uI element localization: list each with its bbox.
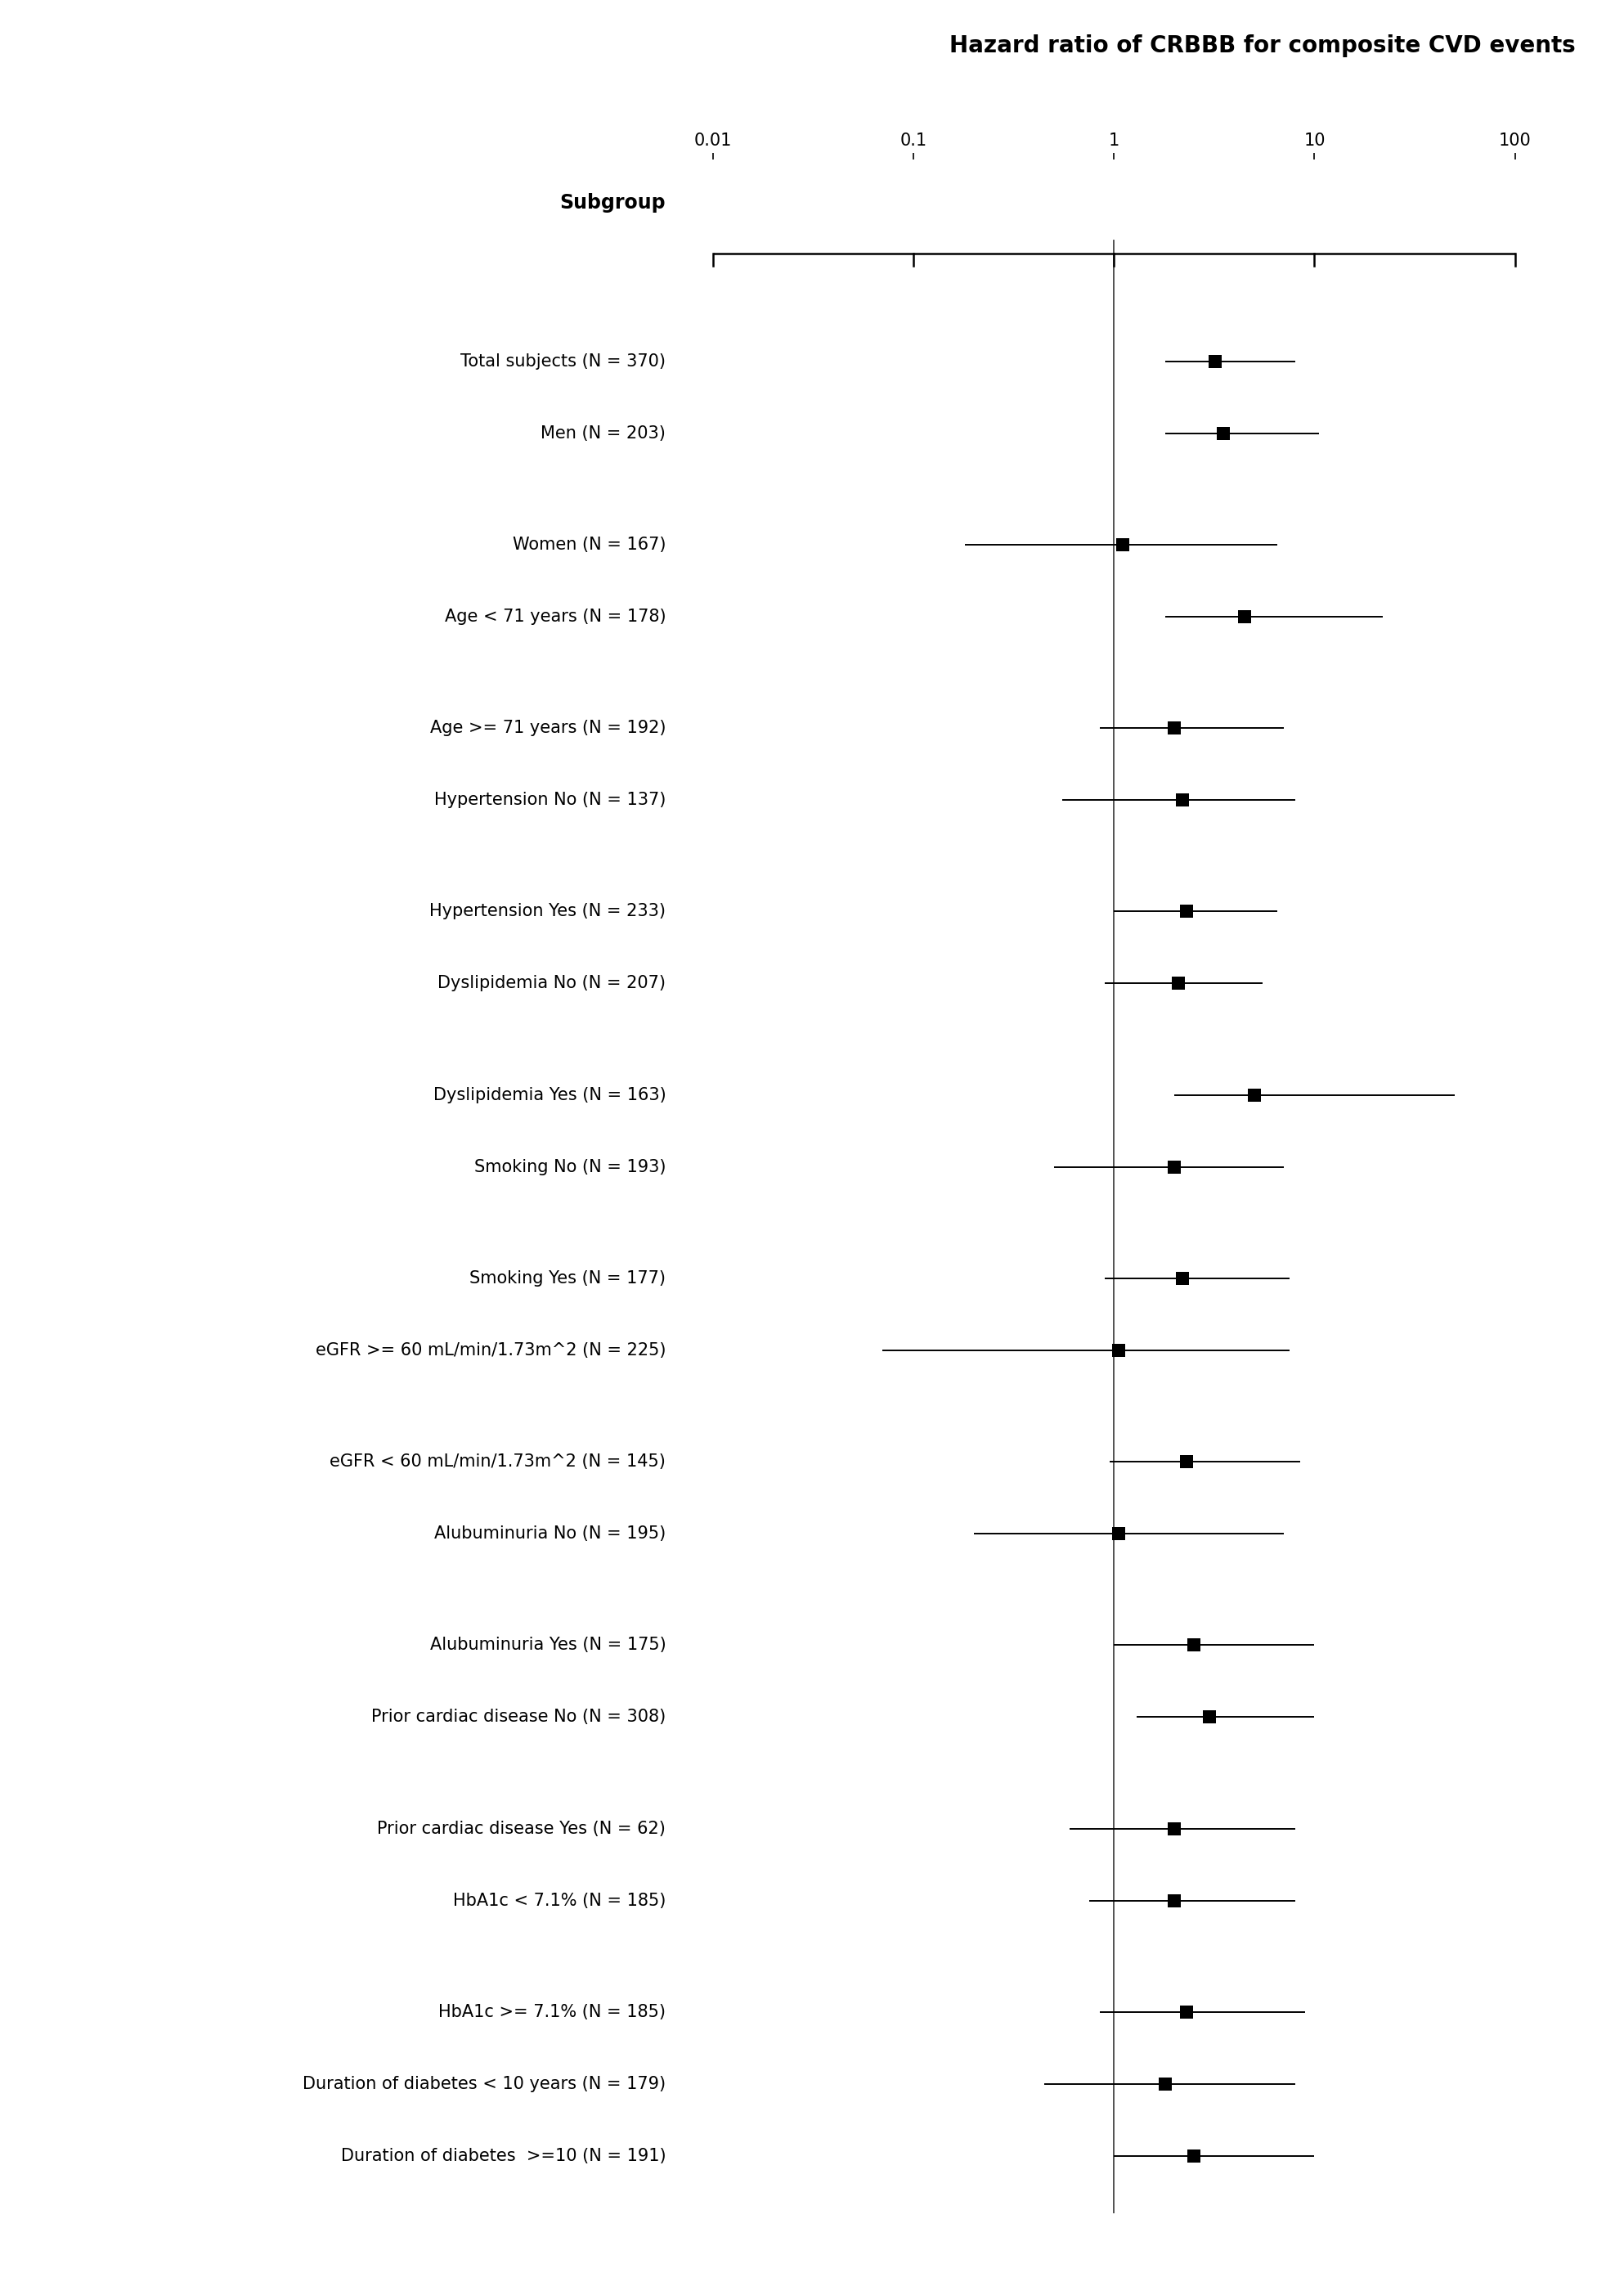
- Text: HbA1c >= 7.1% (N = 185): HbA1c >= 7.1% (N = 185): [438, 2004, 666, 2020]
- Point: [1166, 965, 1192, 1002]
- Text: Hypertension No (N = 137): Hypertension No (N = 137): [434, 792, 666, 808]
- Text: HbA1c < 7.1% (N = 185): HbA1c < 7.1% (N = 185): [453, 1892, 666, 1908]
- Point: [1169, 783, 1195, 819]
- Text: Men (N = 203): Men (N = 203): [541, 424, 666, 440]
- Text: Hazard ratio of CRBBB for composite CVD events: Hazard ratio of CRBBB for composite CVD …: [948, 34, 1575, 57]
- Text: Smoking Yes (N = 177): Smoking Yes (N = 177): [469, 1271, 666, 1287]
- Text: eGFR < 60 mL/min/1.73m^2 (N = 145): eGFR < 60 mL/min/1.73m^2 (N = 145): [330, 1454, 666, 1470]
- Text: Age < 71 years (N = 178): Age < 71 years (N = 178): [445, 609, 666, 625]
- Text: Hypertension Yes (N = 233): Hypertension Yes (N = 233): [429, 904, 666, 920]
- Text: Dyslipidemia No (N = 207): Dyslipidemia No (N = 207): [438, 974, 666, 993]
- Point: [1169, 1260, 1195, 1296]
- Text: Smoking No (N = 193): Smoking No (N = 193): [474, 1159, 666, 1175]
- Point: [1161, 1810, 1187, 1846]
- Point: [1174, 892, 1200, 929]
- Point: [1174, 1445, 1200, 1481]
- Point: [1106, 1333, 1132, 1369]
- Text: eGFR >= 60 mL/min/1.73m^2 (N = 225): eGFR >= 60 mL/min/1.73m^2 (N = 225): [315, 1342, 666, 1358]
- Point: [1233, 598, 1259, 634]
- Point: [1161, 1883, 1187, 1919]
- Text: Prior cardiac disease No (N = 308): Prior cardiac disease No (N = 308): [372, 1709, 666, 1725]
- Point: [1197, 1698, 1223, 1734]
- Text: Alubuminuria Yes (N = 175): Alubuminuria Yes (N = 175): [430, 1636, 666, 1654]
- Point: [1106, 1515, 1132, 1552]
- Point: [1181, 2138, 1207, 2175]
- Text: Age >= 71 years (N = 192): Age >= 71 years (N = 192): [430, 719, 666, 737]
- Text: Alubuminuria No (N = 195): Alubuminuria No (N = 195): [434, 1527, 666, 1543]
- Point: [1161, 710, 1187, 746]
- Point: [1181, 1627, 1207, 1664]
- Point: [1241, 1077, 1267, 1114]
- Point: [1161, 1148, 1187, 1184]
- Point: [1151, 2065, 1177, 2102]
- Point: [1202, 342, 1228, 379]
- Text: Subgroup: Subgroup: [560, 194, 666, 212]
- Point: [1210, 415, 1236, 452]
- Point: [1174, 1994, 1200, 2031]
- Text: Duration of diabetes  >=10 (N = 191): Duration of diabetes >=10 (N = 191): [341, 2147, 666, 2163]
- Text: Total subjects (N = 370): Total subjects (N = 370): [461, 354, 666, 370]
- Text: Dyslipidemia Yes (N = 163): Dyslipidemia Yes (N = 163): [434, 1086, 666, 1102]
- Text: Duration of diabetes < 10 years (N = 179): Duration of diabetes < 10 years (N = 179…: [302, 2077, 666, 2093]
- Text: Women (N = 167): Women (N = 167): [513, 536, 666, 552]
- Text: Prior cardiac disease Yes (N = 62): Prior cardiac disease Yes (N = 62): [377, 1821, 666, 1837]
- Point: [1109, 527, 1135, 564]
